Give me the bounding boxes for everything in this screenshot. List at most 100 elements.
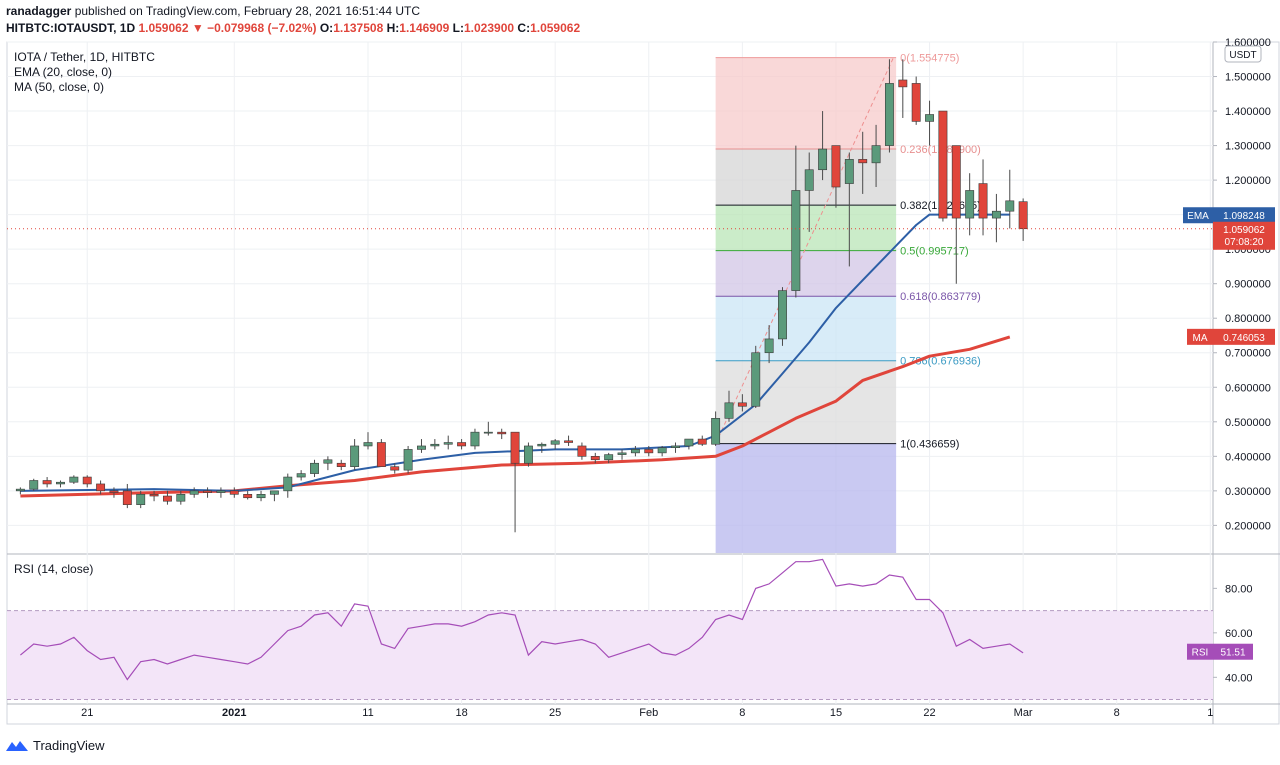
candle (537, 442, 547, 453)
y-tick-label: 1.200000 (1225, 175, 1271, 187)
x-tick-label: 1 (1207, 707, 1213, 719)
close-value: 1.059062 (530, 21, 581, 35)
candle-body-up (684, 438, 694, 447)
ma-legend: MA (50, close, 0) (14, 80, 104, 94)
candle-body-up (871, 145, 881, 164)
last-price-value: 1.059062 (1223, 225, 1265, 236)
y-tick-label: 1.300000 (1225, 141, 1271, 153)
candle (550, 439, 560, 450)
candle-body-down (831, 145, 841, 188)
fib-trend-line (715, 57, 894, 444)
candle-body-up (1005, 200, 1015, 212)
candle (283, 473, 293, 498)
candle (523, 442, 533, 467)
fib-label-0: 0(1.554775) (900, 53, 959, 65)
candle-body-up (430, 443, 440, 447)
candle (243, 490, 253, 500)
rsi-y-tick-label: 60.00 (1225, 628, 1253, 640)
low-value: 1.023900 (464, 21, 515, 35)
candle-body-up (470, 431, 480, 447)
ma-axis-tag (1187, 328, 1213, 345)
candle (604, 452, 614, 464)
fib-zone-0.786 (715, 360, 897, 444)
rsi-line (20, 558, 1024, 681)
x-tick-label: 18 (455, 707, 467, 719)
candle-body-up (216, 490, 226, 493)
close-label: C: (517, 21, 531, 35)
x-tick-label: 15 (830, 707, 842, 719)
rsi-title: RSI (14, close) (14, 562, 93, 576)
candle-body-down (122, 490, 132, 505)
candle (430, 439, 440, 450)
fib-label-1: 1(0.436659) (900, 439, 959, 451)
x-tick-label: 11 (362, 707, 373, 719)
candle-body-up (69, 476, 79, 483)
ma-axis-value: 0.746053 (1223, 333, 1265, 344)
candle-body-up (443, 442, 453, 445)
candle-body-up (350, 445, 360, 467)
candle (844, 152, 854, 267)
candle-body-up (256, 494, 266, 499)
candle-body-down (336, 462, 346, 467)
candle-body-up (818, 148, 828, 171)
candle-body-up (269, 490, 279, 495)
footer-brand-label: TradingView (33, 738, 105, 753)
candle-body-up (537, 443, 547, 447)
symbol-label: HITBTC:IOTAUSDT, 1D (6, 21, 136, 35)
fib-zone-1 (715, 443, 897, 553)
low-label: L: (452, 21, 464, 35)
candle (109, 487, 119, 498)
candle-body-up (965, 190, 975, 219)
candle (951, 145, 961, 284)
author-name[interactable]: ranadagger (6, 4, 72, 18)
footer-brand[interactable]: TradingView (6, 738, 105, 753)
candle (1005, 169, 1015, 229)
candle-body-up (189, 490, 199, 495)
candle-body-up (804, 169, 814, 191)
candle (403, 445, 413, 474)
candle (510, 431, 520, 533)
candle-body-down (978, 183, 988, 219)
candle-body-down (858, 159, 868, 164)
candle-body-up (791, 190, 801, 291)
candle-body-up (617, 452, 627, 455)
publisher-line: ranadagger published on TradingView.com,… (6, 4, 420, 18)
candle (644, 445, 654, 457)
candle (69, 475, 79, 484)
candle (216, 487, 226, 498)
candle (136, 490, 146, 509)
fib-label-0.618: 0.618(0.863779) (900, 291, 981, 303)
x-tick-label: 2021 (222, 707, 246, 719)
published-text: published on TradingView.com, February 2… (74, 4, 421, 18)
ema-axis-value: 1.098248 (1223, 211, 1265, 222)
candle (376, 439, 386, 467)
countdown-value: 07:08:20 (1225, 237, 1264, 248)
candle (925, 100, 934, 146)
candle (751, 345, 761, 408)
candle-body-down (42, 480, 52, 485)
candle-body-up (604, 454, 614, 461)
candle (590, 452, 600, 464)
candle-body-down (229, 490, 239, 495)
candle (162, 490, 172, 505)
candle-body-up (711, 418, 721, 445)
candle (684, 438, 694, 450)
y-tick-label: 1.400000 (1225, 106, 1271, 118)
ma-axis-tag-name: MA (1193, 333, 1208, 344)
candle-body-down (82, 476, 92, 485)
open-value: 1.137508 (333, 21, 384, 35)
y-tick-label: 0.600000 (1225, 382, 1271, 394)
candle (804, 152, 814, 232)
candle (871, 124, 881, 188)
candle (965, 173, 975, 236)
candle-body-up (657, 447, 667, 454)
candle-body-up (751, 352, 761, 407)
candle (82, 475, 92, 488)
chart-title: IOTA / Tether, 1D, HITBTC (14, 50, 155, 64)
candle (898, 59, 908, 118)
candle (470, 428, 480, 450)
candle (149, 490, 159, 502)
candle-body-down (457, 442, 467, 447)
candle (310, 459, 319, 478)
